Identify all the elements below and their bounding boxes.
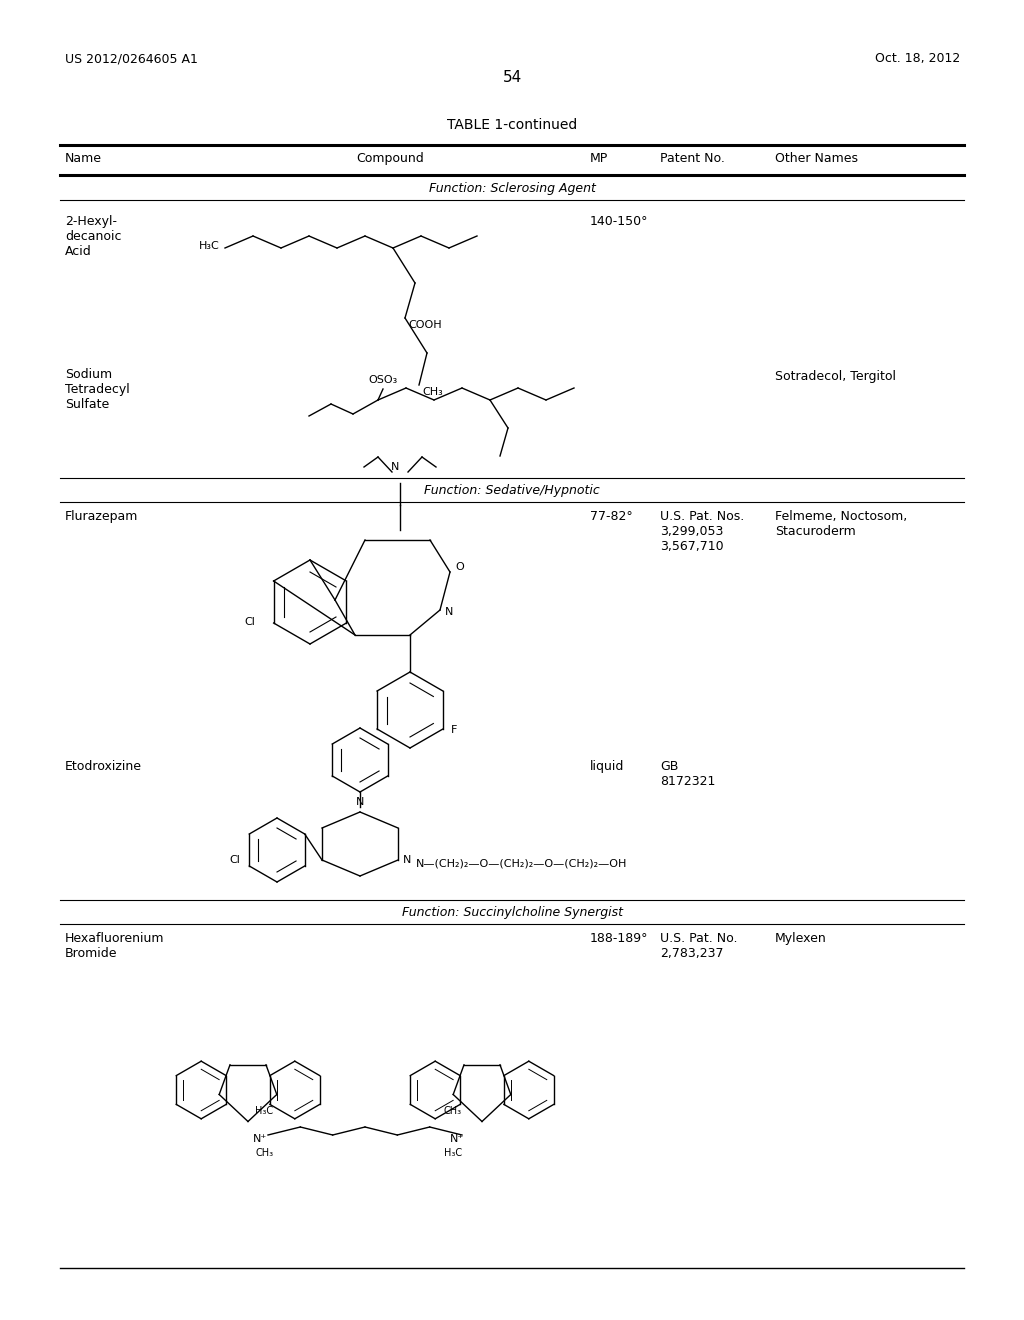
Text: OSO₃: OSO₃	[368, 375, 397, 385]
Text: Mylexen: Mylexen	[775, 932, 826, 945]
Text: Cl: Cl	[229, 855, 240, 865]
Text: CH₃: CH₃	[443, 1106, 462, 1115]
Text: N: N	[445, 607, 454, 616]
Text: H₃C: H₃C	[255, 1106, 273, 1115]
Text: Oct. 18, 2012: Oct. 18, 2012	[874, 51, 961, 65]
Text: GB
8172321: GB 8172321	[660, 760, 716, 788]
Text: Name: Name	[65, 152, 102, 165]
Text: Function: Sedative/Hypnotic: Function: Sedative/Hypnotic	[424, 484, 600, 498]
Text: Other Names: Other Names	[775, 152, 858, 165]
Text: Function: Sclerosing Agent: Function: Sclerosing Agent	[429, 182, 595, 195]
Text: 2-Hexyl-
decanoic
Acid: 2-Hexyl- decanoic Acid	[65, 215, 122, 257]
Text: U.S. Pat. No.
2,783,237: U.S. Pat. No. 2,783,237	[660, 932, 737, 960]
Text: H₃C: H₃C	[443, 1147, 462, 1158]
Text: 188-189°: 188-189°	[590, 932, 648, 945]
Text: U.S. Pat. Nos.
3,299,053
3,567,710: U.S. Pat. Nos. 3,299,053 3,567,710	[660, 510, 744, 553]
Text: MP: MP	[590, 152, 608, 165]
Text: N: N	[355, 797, 365, 807]
Text: N⁺: N⁺	[253, 1134, 267, 1143]
Text: N: N	[403, 855, 412, 865]
Text: Patent No.: Patent No.	[660, 152, 725, 165]
Text: Compound: Compound	[356, 152, 424, 165]
Text: H₃C: H₃C	[200, 242, 220, 251]
Text: O: O	[455, 562, 464, 572]
Text: CH₃: CH₃	[422, 387, 442, 397]
Text: liquid: liquid	[590, 760, 625, 774]
Text: CH₃: CH₃	[255, 1147, 273, 1158]
Text: 54: 54	[503, 70, 521, 84]
Text: N⁺: N⁺	[450, 1134, 464, 1143]
Text: F: F	[451, 725, 458, 735]
Text: Flurazepam: Flurazepam	[65, 510, 138, 523]
Text: 77-82°: 77-82°	[590, 510, 633, 523]
Text: 140-150°: 140-150°	[590, 215, 648, 228]
Text: N—(CH₂)₂—O—(CH₂)₂—O—(CH₂)₂—OH: N—(CH₂)₂—O—(CH₂)₂—O—(CH₂)₂—OH	[416, 859, 628, 869]
Text: Cl: Cl	[244, 616, 255, 627]
Text: N: N	[391, 462, 399, 473]
Text: Sodium
Tetradecyl
Sulfate: Sodium Tetradecyl Sulfate	[65, 368, 130, 411]
Text: US 2012/0264605 A1: US 2012/0264605 A1	[65, 51, 198, 65]
Text: Hexafluorenium
Bromide: Hexafluorenium Bromide	[65, 932, 165, 960]
Text: Felmeme, Noctosom,
Stacuroderm: Felmeme, Noctosom, Stacuroderm	[775, 510, 907, 539]
Text: COOH: COOH	[408, 319, 441, 330]
Text: Function: Succinylcholine Synergist: Function: Succinylcholine Synergist	[401, 906, 623, 919]
Text: Sotradecol, Tergitol: Sotradecol, Tergitol	[775, 370, 896, 383]
Text: Etodroxizine: Etodroxizine	[65, 760, 142, 774]
Text: TABLE 1-continued: TABLE 1-continued	[446, 117, 578, 132]
